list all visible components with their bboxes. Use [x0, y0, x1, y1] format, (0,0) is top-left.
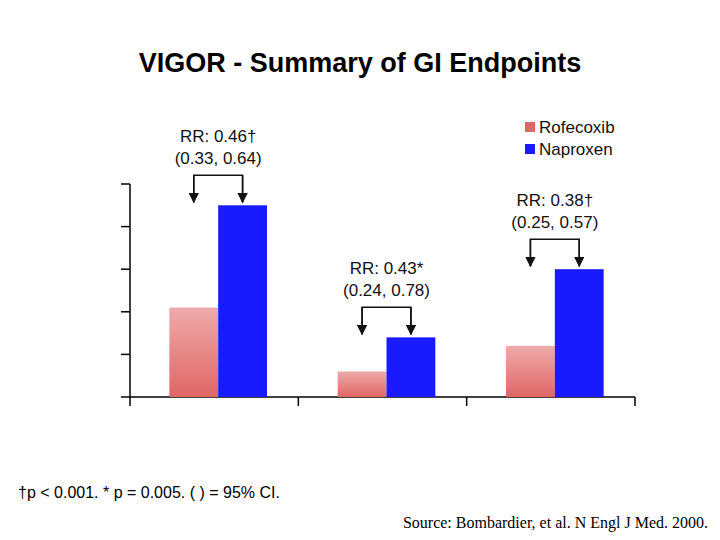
y-axis: [129, 184, 131, 397]
bar: [387, 337, 436, 397]
y-tick: [121, 354, 130, 356]
y-tick: [121, 226, 130, 228]
y-tick: [121, 183, 130, 185]
bars: [169, 205, 603, 397]
annotation-ci: (0.24, 0.78): [343, 281, 430, 300]
bracket-arrow: [578, 239, 580, 266]
legend-swatch: [525, 144, 535, 154]
annotation-ci: (0.33, 0.64): [175, 149, 262, 168]
bar: [506, 346, 555, 397]
annotation: RR: 0.43*: [350, 259, 424, 278]
title: VIGOR - Summary of GI Endpoints: [139, 48, 582, 78]
y-tick: [121, 396, 130, 398]
bar: [555, 269, 604, 397]
annotation: RR: 0.46†: [180, 127, 257, 146]
legend-label: Rofecoxib: [539, 118, 615, 137]
x-tick: [298, 397, 300, 406]
legend-label: Naproxen: [539, 140, 613, 159]
bracket-arrow: [410, 307, 412, 334]
bracket: [530, 239, 579, 266]
x-tick: [466, 397, 468, 406]
bracket-arrow: [242, 175, 244, 202]
bracket-arrow: [361, 307, 363, 334]
x-tick: [634, 397, 636, 406]
bracket: [362, 307, 411, 334]
bar: [338, 371, 387, 397]
legend-swatch: [525, 122, 535, 132]
bar: [218, 205, 267, 397]
footnote: †p < 0.001. * p = 0.005. ( ) = 95% CI.: [18, 484, 280, 501]
y-tick: [121, 311, 130, 313]
x-tick: [129, 397, 131, 406]
source: Source: Bombardier, et al. N Engl J Med.…: [403, 514, 708, 532]
bar: [169, 308, 218, 397]
chart: VIGOR - Summary of GI Endpoints RR: 0.46†…: [0, 0, 720, 540]
annotation-ci: (0.25, 0.57): [511, 213, 598, 232]
annotation: RR: 0.38†: [517, 191, 594, 210]
bracket-arrow: [193, 175, 195, 202]
bracket-arrow: [530, 239, 532, 266]
y-tick: [121, 268, 130, 270]
bracket: [194, 175, 243, 202]
